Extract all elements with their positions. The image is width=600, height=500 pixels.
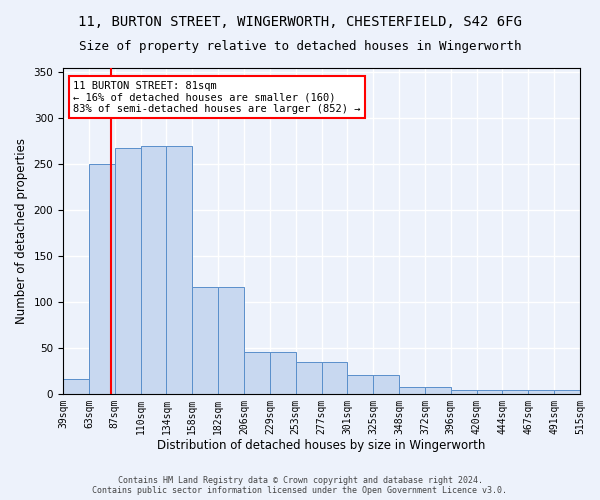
Bar — [347, 374, 373, 394]
Bar — [192, 287, 218, 394]
Text: 11 BURTON STREET: 81sqm
← 16% of detached houses are smaller (160)
83% of semi-d: 11 BURTON STREET: 81sqm ← 16% of detache… — [73, 80, 361, 114]
Bar — [296, 362, 322, 394]
Bar — [270, 352, 296, 394]
Bar — [399, 388, 425, 394]
Bar — [425, 388, 451, 394]
Bar — [115, 148, 140, 394]
Bar — [63, 379, 89, 394]
Bar — [89, 164, 115, 394]
Bar — [502, 390, 529, 394]
Text: Contains HM Land Registry data © Crown copyright and database right 2024.
Contai: Contains HM Land Registry data © Crown c… — [92, 476, 508, 495]
Bar — [451, 390, 476, 394]
Bar — [166, 146, 192, 394]
Text: 11, BURTON STREET, WINGERWORTH, CHESTERFIELD, S42 6FG: 11, BURTON STREET, WINGERWORTH, CHESTERF… — [78, 15, 522, 29]
Y-axis label: Number of detached properties: Number of detached properties — [15, 138, 28, 324]
Bar — [322, 362, 347, 394]
Bar — [373, 374, 399, 394]
Bar — [554, 390, 580, 394]
Bar — [140, 146, 166, 394]
Bar — [529, 390, 554, 394]
Bar — [218, 287, 244, 394]
Text: Size of property relative to detached houses in Wingerworth: Size of property relative to detached ho… — [79, 40, 521, 53]
Bar — [476, 390, 502, 394]
X-axis label: Distribution of detached houses by size in Wingerworth: Distribution of detached houses by size … — [157, 440, 486, 452]
Bar — [580, 391, 600, 394]
Bar — [244, 352, 270, 394]
